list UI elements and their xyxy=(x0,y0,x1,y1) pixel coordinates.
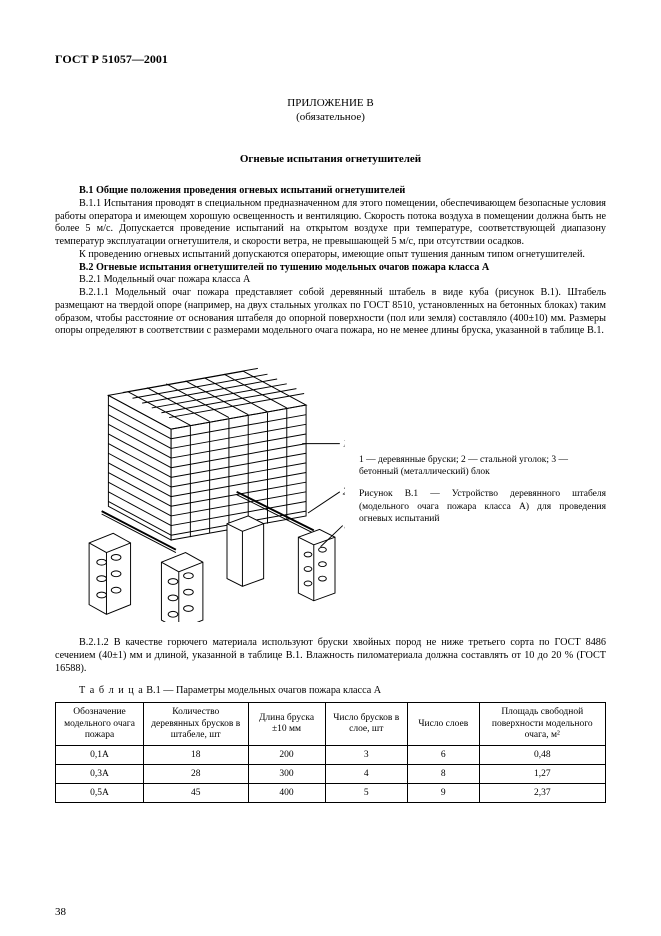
para-b2-1-1: В.2.1.1 Модельный очаг пожара представля… xyxy=(55,287,606,338)
callout-3: 3 xyxy=(344,520,345,531)
table-header-row: Обозначение модельного очага пожара Коли… xyxy=(56,703,606,746)
para-b1-2: К проведению огневых испытаний допускают… xyxy=(55,249,606,262)
table-row: 0,3А 28 300 4 8 1,27 xyxy=(56,765,606,784)
table-title: Т а б л и ц а В.1 — Параметры модельных … xyxy=(79,685,606,696)
figure-caption: Рисунок В.1 — Устройство деревянного шта… xyxy=(359,488,606,525)
table-row: 0,5А 45 400 5 9 2,37 xyxy=(56,784,606,803)
col-5: Площадь свободной поверхности модельного… xyxy=(479,703,606,746)
para-b2-1: В.2.1 Модельный очаг пожара класса А xyxy=(55,274,606,287)
callout-2: 2 xyxy=(343,487,345,498)
para-b2-1-2: В.2.1.2 В качестве горючего материала ис… xyxy=(55,637,606,675)
appendix-subtitle: (обязательное) xyxy=(55,111,606,123)
appendix-title: ПРИЛОЖЕНИЕ В xyxy=(55,97,606,109)
figure-b1: 1 2 3 1 — деревянные бруски; 2 — стально… xyxy=(55,352,606,627)
col-4: Число слоев xyxy=(408,703,480,746)
callout-1: 1 xyxy=(343,439,345,450)
page-number: 38 xyxy=(55,906,66,918)
col-1: Количество деревянных брусков в штабеле,… xyxy=(144,703,249,746)
table-row: 0,1А 18 200 3 6 0,48 xyxy=(56,746,606,765)
col-3: Число брусков в слое, шт xyxy=(325,703,408,746)
document-header: ГОСТ Р 51057—2001 xyxy=(55,52,606,67)
col-2: Длина бруска ±10 мм xyxy=(248,703,325,746)
table-b1: Обозначение модельного очага пожара Коли… xyxy=(55,702,606,803)
figure-drawing: 1 2 3 xyxy=(55,352,345,627)
col-0: Обозначение модельного очага пожара xyxy=(56,703,144,746)
section-b2-title: В.2 Огневые испытания огнетушителей по т… xyxy=(55,262,606,275)
main-title: Огневые испытания огнетушителей xyxy=(55,153,606,165)
section-b1-title: В.1 Общие положения проведения огневых и… xyxy=(55,185,606,198)
figure-legend: 1 — деревянные бруски; 2 — стальной угол… xyxy=(359,454,606,479)
para-b1-1: В.1.1 Испытания проводят в специальном п… xyxy=(55,198,606,249)
